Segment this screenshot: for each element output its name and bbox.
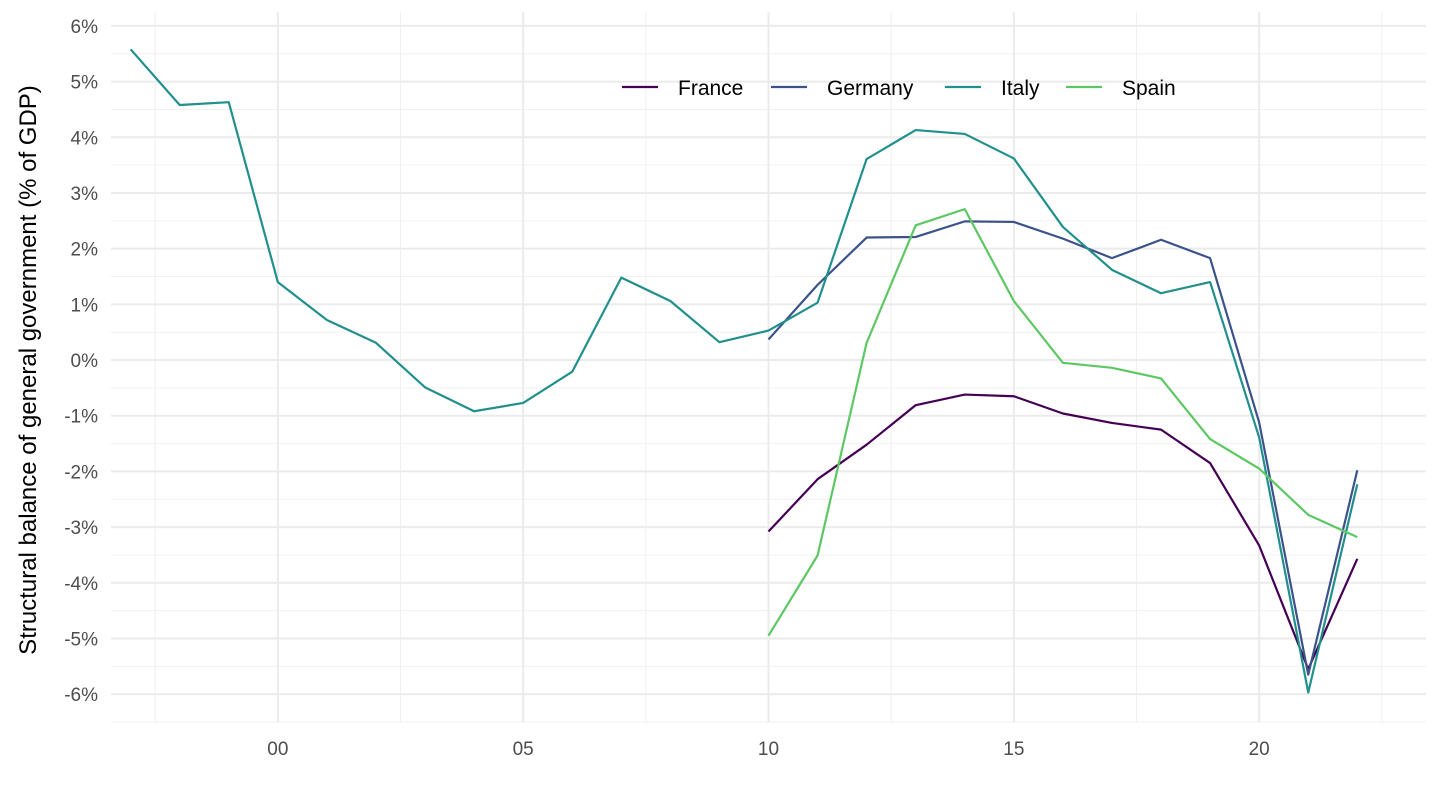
y-tick-label: -6% [64,685,98,706]
y-tick-label: 2% [71,240,99,261]
x-axis: 00 05 10 15 20 [267,739,1269,760]
y-tick-label: -1% [64,407,98,428]
y-axis: 6% 5% 4% 3% 2% 1% 0% -1% -2% -3% -4% -5% -6% [64,17,98,706]
y-tick-label: 0% [71,351,99,372]
y-tick-label: 6% [71,17,99,38]
x-tick-label: 00 [267,739,288,760]
x-tick-label: 05 [513,739,534,760]
y-tick-label: 3% [71,184,99,205]
series-lines [129,48,1359,694]
y-tick-label: 5% [71,73,99,94]
y-tick-label: -3% [64,518,98,539]
major-gridlines [111,12,1426,722]
y-tick-label: -4% [64,574,98,595]
series-line-spain [767,208,1358,637]
x-tick-label: 15 [1003,739,1024,760]
y-tick-label: 4% [71,128,99,149]
legend-label-italy: Italy [1001,77,1040,100]
series-line-france [767,393,1359,671]
series-line-italy [129,48,1359,694]
legend-label-germany: Germany [827,77,914,100]
legend: France Germany Italy Spain [622,77,1176,100]
x-tick-label: 20 [1249,739,1270,760]
legend-label-spain: Spain [1122,77,1176,100]
legend-label-france: France [678,77,743,100]
series-line-germany [767,220,1359,676]
y-axis-title: Structural balance of general government… [15,85,42,655]
y-tick-label: 1% [71,295,99,316]
y-tick-label: -2% [64,462,98,483]
y-tick-label: -5% [64,629,98,650]
x-tick-label: 10 [758,739,779,760]
